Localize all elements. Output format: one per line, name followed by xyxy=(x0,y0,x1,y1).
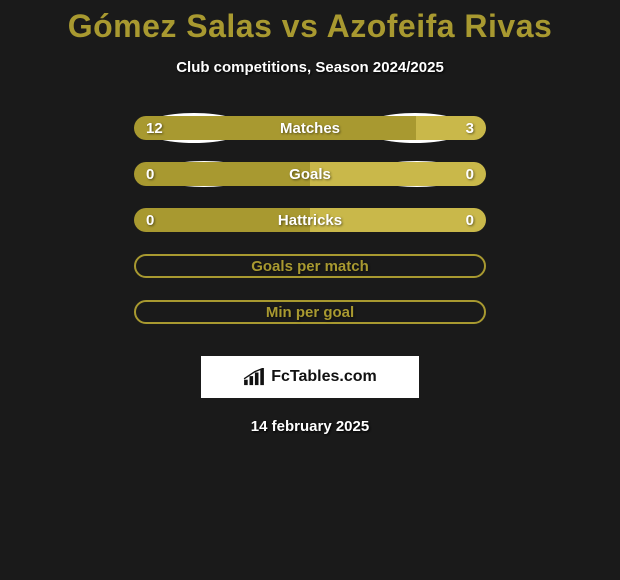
stat-value-right: 0 xyxy=(466,166,474,183)
logo-text: FcTables.com xyxy=(271,368,377,386)
page-title: Gómez Salas vs Azofeifa Rivas xyxy=(68,8,553,45)
date-label: 14 february 2025 xyxy=(251,418,369,435)
stat-bar: 12 Matches 3 xyxy=(134,116,486,140)
chart-icon xyxy=(243,368,265,386)
stat-bar: 0 Hattricks 0 xyxy=(134,208,486,232)
stat-row: 0 Goals 0 xyxy=(134,162,486,186)
stat-row: 0 Hattricks 0 xyxy=(134,208,486,232)
stat-bar-left xyxy=(134,162,310,186)
stat-label: Matches xyxy=(280,120,340,137)
stat-bar-left xyxy=(134,116,416,140)
stat-value-right: 0 xyxy=(466,212,474,229)
stat-label: Goals xyxy=(289,166,331,183)
stat-label: Min per goal xyxy=(266,304,354,321)
stat-label: Hattricks xyxy=(278,212,342,229)
stat-row: Min per goal xyxy=(134,300,486,324)
stat-value-left: 0 xyxy=(146,212,154,229)
stat-bar-empty: Goals per match xyxy=(134,254,486,278)
stat-bar-right xyxy=(416,116,486,140)
stat-row: 12 Matches 3 xyxy=(134,116,486,140)
stat-value-left: 12 xyxy=(146,120,163,137)
stat-bar-right xyxy=(310,162,486,186)
stat-bar: 0 Goals 0 xyxy=(134,162,486,186)
stat-value-right: 3 xyxy=(466,120,474,137)
stat-label: Goals per match xyxy=(251,258,369,275)
subtitle: Club competitions, Season 2024/2025 xyxy=(176,59,444,76)
stat-row: Goals per match xyxy=(134,254,486,278)
logo-box[interactable]: FcTables.com xyxy=(201,356,419,398)
stat-bar-empty: Min per goal xyxy=(134,300,486,324)
comparison-widget: Gómez Salas vs Azofeifa Rivas Club compe… xyxy=(0,0,620,435)
stats-rows: 12 Matches 3 0 Goals 0 0 Hattricks 0 Goals per ma… xyxy=(134,116,486,346)
stat-value-left: 0 xyxy=(146,166,154,183)
